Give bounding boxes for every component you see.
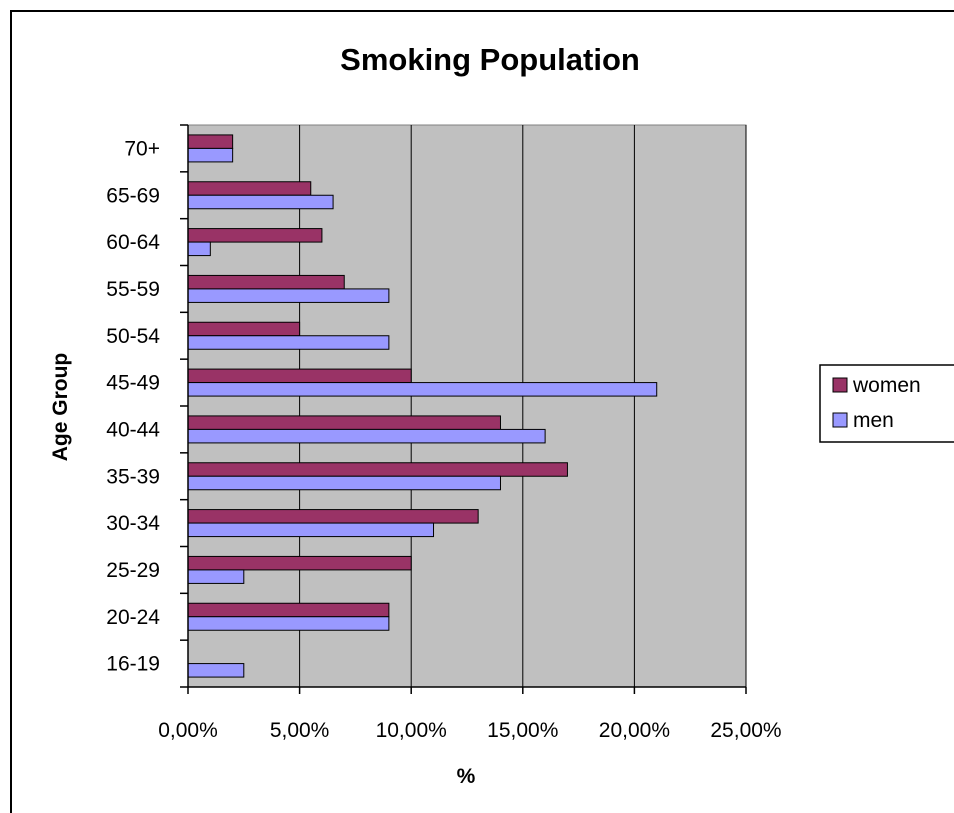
bar-women-60-64 <box>187 228 323 243</box>
bar-women-45-49 <box>187 368 412 384</box>
x-tick-label: 15,00% <box>487 719 558 742</box>
x-tick-label: 0,00% <box>158 719 218 742</box>
bar-men-35-39 <box>187 475 501 491</box>
legend-swatch-women <box>832 377 848 393</box>
gridlines <box>299 125 747 687</box>
y-tick-label: 70+ <box>124 137 160 160</box>
x-tick-label: 20,00% <box>599 719 670 742</box>
y-tick-label: 30-34 <box>106 512 160 535</box>
legend-swatch-men <box>832 412 848 428</box>
bar-men-70+ <box>187 147 234 163</box>
bar-men-65-69 <box>187 194 334 210</box>
x-tick-label: 10,00% <box>376 719 447 742</box>
bar-women-40-44 <box>187 415 501 430</box>
bar-men-40-44 <box>187 428 546 444</box>
y-tick-label: 65-69 <box>106 184 160 207</box>
bar-women-20-24 <box>187 602 390 618</box>
bar-women-25-29 <box>187 555 412 571</box>
bar-men-25-29 <box>187 569 245 584</box>
bar-men-45-49 <box>187 382 658 397</box>
x-tick-label: 25,00% <box>710 719 781 742</box>
bar-women-55-59 <box>187 274 345 290</box>
bar-men-16-19 <box>187 663 245 678</box>
bar-women-65-69 <box>187 181 312 196</box>
y-tick-label: 20-24 <box>106 606 160 629</box>
legend: women men <box>819 364 954 443</box>
bar-women-70+ <box>187 134 234 149</box>
y-axis-title: Age Group <box>49 353 72 462</box>
x-tick-label: 5,00% <box>270 719 330 742</box>
y-tick-label: 25-29 <box>106 559 160 582</box>
y-tick-label: 16-19 <box>106 653 160 676</box>
plot-area <box>187 124 747 688</box>
chart-title: Smoking Population <box>340 42 640 77</box>
y-tick-label: 40-44 <box>106 418 160 441</box>
chart-frame <box>10 10 954 813</box>
y-tick-label: 45-49 <box>106 372 160 395</box>
x-axis-title: % <box>457 765 476 788</box>
bars <box>187 134 658 678</box>
axes <box>180 124 747 694</box>
y-tick-label: 50-54 <box>106 325 160 348</box>
bar-women-50-54 <box>187 321 301 337</box>
bar-women-35-39 <box>187 462 568 477</box>
x-tick-labels: 0,00% 5,00% 10,00% 15,00% 20,00% 25,00% <box>158 719 781 742</box>
bar-men-20-24 <box>187 616 390 631</box>
bar-men-50-54 <box>187 335 390 350</box>
bar-women-30-34 <box>187 509 479 524</box>
bar-men-30-34 <box>187 522 435 538</box>
legend-label-men: men <box>853 409 894 432</box>
legend-label-women: women <box>852 374 921 397</box>
bar-men-55-59 <box>187 288 390 303</box>
bar-men-60-64 <box>187 241 211 257</box>
y-tick-label: 55-59 <box>106 278 160 301</box>
y-tick-labels: 16-19 20-24 25-29 30-34 35-39 40-44 45-49 50-54… <box>106 137 160 675</box>
y-tick-label: 60-64 <box>106 231 160 254</box>
y-tick-label: 35-39 <box>106 465 160 488</box>
